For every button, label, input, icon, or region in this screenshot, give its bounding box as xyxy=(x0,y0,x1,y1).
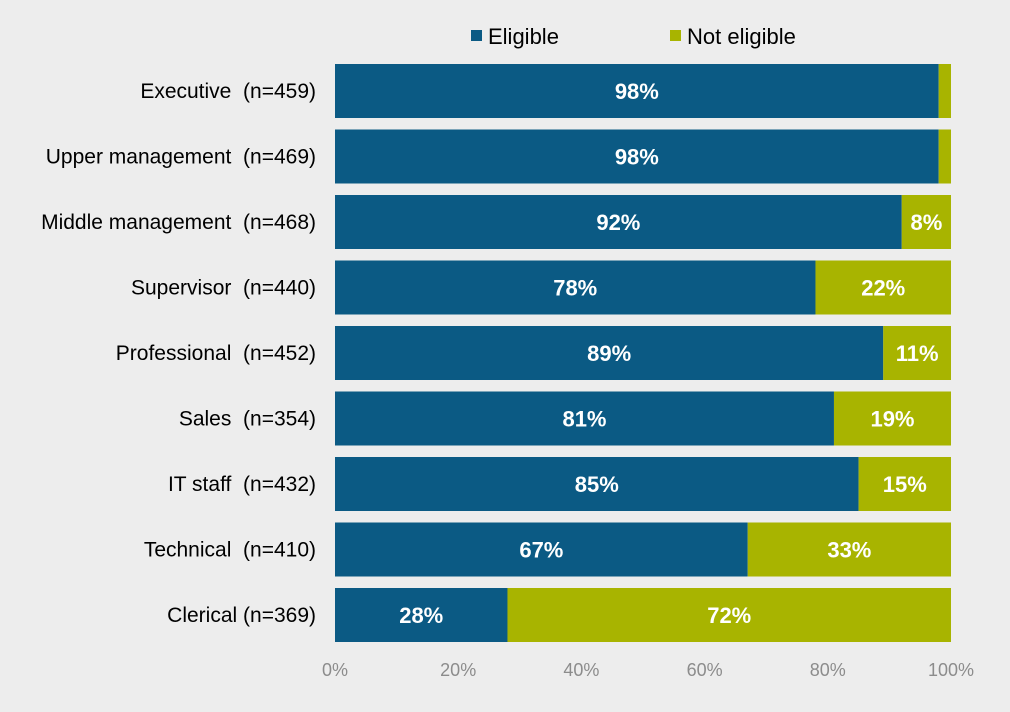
category-label-4: Professional (n=452) xyxy=(116,342,316,365)
bar-segment-not-eligible-8 xyxy=(507,588,951,642)
x-tick-label-4: 80% xyxy=(810,660,846,680)
data-label-not-eligible-2: 8% xyxy=(910,210,942,235)
data-label-eligible-2: 92% xyxy=(596,210,640,235)
bar-segment-eligible-2 xyxy=(335,195,902,249)
category-label-2: Middle management (n=468) xyxy=(41,211,316,234)
x-tick-label-0: 0% xyxy=(322,660,348,680)
legend-label-not-eligible: Not eligible xyxy=(687,24,796,49)
data-label-not-eligible-8: 72% xyxy=(707,603,751,628)
x-tick-label-1: 20% xyxy=(440,660,476,680)
bar-segment-not-eligible-1 xyxy=(938,129,951,184)
x-tick-label-3: 60% xyxy=(687,660,723,680)
bar-segment-eligible-1 xyxy=(335,129,939,184)
category-label-3: Supervisor (n=440) xyxy=(131,277,316,300)
data-label-not-eligible-6: 15% xyxy=(883,472,927,497)
data-label-eligible-7: 67% xyxy=(519,538,563,563)
legend-swatch-not-eligible xyxy=(670,30,681,41)
data-label-eligible-6: 85% xyxy=(575,472,619,497)
bars: 98% 98% 92% 8% 78% 22% 89% 11% 81% 19% 85% 15% 67% 33… xyxy=(335,64,951,642)
bar-segment-eligible-8 xyxy=(335,588,508,642)
category-label-1: Upper management (n=469) xyxy=(46,146,316,169)
x-tick-label-2: 40% xyxy=(563,660,599,680)
bar-segment-eligible-7 xyxy=(335,522,748,577)
x-tick-label-5: 100% xyxy=(928,660,974,680)
data-label-eligible-3: 78% xyxy=(553,276,597,301)
legend-label-eligible: Eligible xyxy=(488,24,559,49)
bar-segment-not-eligible-4 xyxy=(883,326,951,380)
bar-segment-not-eligible-5 xyxy=(833,391,951,446)
data-label-eligible-5: 81% xyxy=(562,407,606,432)
bar-segment-eligible-3 xyxy=(335,260,816,315)
bar-segment-not-eligible-7 xyxy=(747,522,951,577)
x-axis-ticks: 0% 20% 40% 60% 80% 100% xyxy=(322,660,974,680)
category-label-0: Executive (n=459) xyxy=(140,80,316,103)
bar-segment-not-eligible-3 xyxy=(815,260,951,315)
bar-segment-not-eligible-6 xyxy=(858,457,951,511)
bar-segment-eligible-6 xyxy=(335,457,859,511)
legend: Eligible Not eligible xyxy=(471,24,796,49)
data-label-eligible-0: 98% xyxy=(615,79,659,104)
data-label-eligible-4: 89% xyxy=(587,341,631,366)
data-label-not-eligible-5: 19% xyxy=(870,407,914,432)
data-label-not-eligible-4: 11% xyxy=(896,341,939,366)
category-label-6: IT staff (n=432) xyxy=(168,473,316,496)
bar-segment-eligible-5 xyxy=(335,391,834,446)
bar-segment-not-eligible-0 xyxy=(938,64,951,118)
bar-segment-eligible-4 xyxy=(335,326,884,380)
bar-segment-eligible-0 xyxy=(335,64,939,118)
bar-segment-not-eligible-2 xyxy=(901,195,951,249)
data-label-not-eligible-3: 22% xyxy=(861,276,905,301)
data-label-eligible-1: 98% xyxy=(615,145,659,170)
data-label-eligible-8: 28% xyxy=(399,603,443,628)
category-label-8: Clerical (n=369) xyxy=(167,604,316,627)
data-label-not-eligible-7: 33% xyxy=(827,538,871,563)
category-labels: Executive (n=459) Upper management (n=469… xyxy=(41,80,316,627)
category-label-7: Technical (n=410) xyxy=(144,539,316,562)
category-label-5: Sales (n=354) xyxy=(179,408,316,431)
legend-swatch-eligible xyxy=(471,30,482,41)
